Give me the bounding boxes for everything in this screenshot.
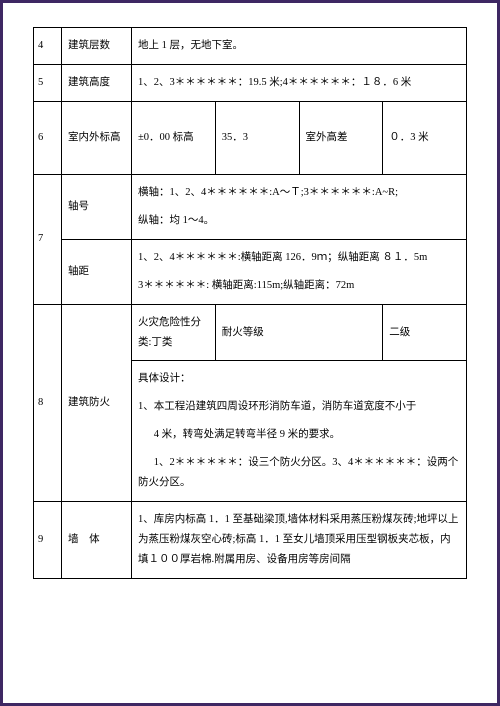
row6-c4: ０．3 米 (383, 101, 467, 174)
row9-num: 9 (34, 502, 62, 579)
row9-content: 1、库房内标高 1．1 至基础梁顶,墙体材料采用蒸压粉煤灰砖;地坪以上为蒸压粉煤… (132, 502, 467, 579)
row7-axis-l2: 纵轴：均 1～4。 (138, 211, 460, 231)
row8-num: 8 (34, 304, 62, 502)
row4-num: 4 (34, 28, 62, 65)
row7-axis-content: 横轴：1、2、4＊＊＊＊＊＊:A～Ｔ;3＊＊＊＊＊＊:A~R; 纵轴：均 1～4… (132, 174, 467, 239)
row5-label: 建筑高度 (62, 64, 132, 101)
row6-c1: ±0．00 标高 (132, 101, 216, 174)
row7-axis-l1: 横轴：1、2、4＊＊＊＊＊＊:A～Ｔ;3＊＊＊＊＊＊:A~R; (138, 183, 460, 203)
row9-label: 墙 体 (62, 502, 132, 579)
row8-design: 具体设计： 1、本工程沿建筑四周设环形消防车道，消防车道宽度不小于 4 米，转弯… (132, 361, 467, 502)
row7-axis-label: 轴号 (62, 174, 132, 239)
row6-c3: 室外高差 (299, 101, 383, 174)
row7-dist-l1: 1、2、4＊＊＊＊＊＊:横轴距离 126．9ｍ；纵轴距离 ８１．5m (138, 248, 460, 268)
row6-label: 室内外标高 (62, 101, 132, 174)
row8-design-p1a: 1、本工程沿建筑四周设环形消防车道，消防车道宽度不小于 (138, 397, 460, 417)
row7-dist-label: 轴距 (62, 239, 132, 304)
row7-num: 7 (34, 174, 62, 304)
row6-num: 6 (34, 101, 62, 174)
row8-design-p2: 1、2＊＊＊＊＊＊：设三个防火分区。3、4＊＊＊＊＊＊：设两个防火分区。 (138, 453, 460, 493)
row6-c2: 35．3 (215, 101, 299, 174)
row8-design-title: 具体设计： (138, 369, 460, 389)
row8-design-p1b: 4 米，转弯处满足转弯半径 9 米的要求。 (138, 425, 460, 445)
row9-label-b: 体 (89, 534, 100, 545)
row5-content: 1、2、3＊＊＊＊＊＊：19.5 米;4＊＊＊＊＊＊：１８．6 米 (132, 64, 467, 101)
row5-num: 5 (34, 64, 62, 101)
row8-label: 建筑防火 (62, 304, 132, 502)
row9-label-a: 墙 (68, 534, 79, 545)
row7-dist-l2: 3＊＊＊＊＊＊: 横轴距离:115m;纵轴距离：72m (138, 276, 460, 296)
row8-fire-level-label: 耐火等级 (215, 304, 383, 361)
row4-content: 地上 1 层，无地下室。 (132, 28, 467, 65)
row8-fire-level-value: 二级 (383, 304, 467, 361)
row8-fire-class: 火灾危险性分类:丁类 (132, 304, 216, 361)
row4-label: 建筑层数 (62, 28, 132, 65)
row7-dist-content: 1、2、4＊＊＊＊＊＊:横轴距离 126．9ｍ；纵轴距离 ８１．5m 3＊＊＊＊… (132, 239, 467, 304)
